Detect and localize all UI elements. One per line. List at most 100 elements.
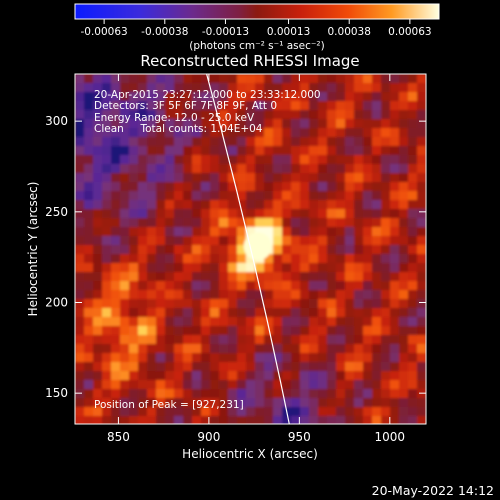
peak-position-label: Position of Peak = [927,231] [94,399,244,411]
heatmap-cell [363,191,373,201]
heatmap-cell [282,182,292,192]
heatmap-cell [372,299,382,309]
heatmap-cell [390,92,400,102]
heatmap-cell [291,110,301,120]
heatmap-cell [183,326,193,336]
heatmap-cell [354,83,364,93]
heatmap-cell [354,380,364,390]
heatmap-cell [408,335,418,345]
heatmap-cell [183,407,193,417]
heatmap-cell [417,209,426,219]
heatmap-cell [219,182,229,192]
heatmap-cell [273,380,283,390]
heatmap-cell [327,326,337,336]
heatmap-cell [264,407,274,417]
heatmap-cell [111,380,121,390]
colorbar-tick-label: 0.00038 [328,26,371,38]
heatmap-cell [345,272,355,282]
heatmap-cell [264,209,274,219]
heatmap-cell [147,119,157,129]
heatmap-cell [282,272,292,282]
heatmap-cell [300,128,310,138]
heatmap-cell [201,299,211,309]
heatmap-cell [372,155,382,165]
heatmap-cell [174,83,184,93]
heatmap-cell [273,335,283,345]
heatmap-cell [354,254,364,264]
heatmap-cell [75,164,85,174]
heatmap-cell [147,389,157,399]
heatmap-cell [336,416,346,424]
heatmap-cell [84,416,94,424]
heatmap-cell [120,290,130,300]
heatmap-cell [138,227,148,237]
heatmap-cell [120,173,130,183]
heatmap-cell [273,263,283,273]
heatmap-cell [282,326,292,336]
heatmap-cell [345,353,355,363]
heatmap-cell [165,218,175,228]
heatmap-cell [147,245,157,255]
heatmap-cell [84,200,94,210]
heatmap-cell [408,92,418,102]
heatmap-cell [120,308,130,318]
heatmap-cell [309,236,319,246]
heatmap-cell [228,209,238,219]
heatmap-cell [282,209,292,219]
heatmap-cell [282,317,292,327]
heatmap-cell [237,254,247,264]
heatmap-cell [417,74,426,84]
heatmap-cell [228,164,238,174]
heatmap-cell [93,236,103,246]
heatmap-cell [309,101,319,111]
heatmap-cell [372,173,382,183]
heatmap-cell [255,92,265,102]
heatmap-cell [111,371,121,381]
heatmap-cell [228,119,238,129]
heatmap-cell [237,119,247,129]
heatmap-cell [120,101,130,111]
heatmap-cell [93,146,103,156]
heatmap-cell [336,236,346,246]
heatmap-cell [390,191,400,201]
heatmap-cell [255,164,265,174]
heatmap-cell [336,182,346,192]
heatmap-cell [381,128,391,138]
heatmap-cell [93,119,103,129]
heatmap-cell [84,227,94,237]
heatmap-cell [228,200,238,210]
heatmap-cell [246,407,256,417]
heatmap-cell [282,344,292,354]
heatmap-cell [300,416,310,424]
heatmap-cell [381,191,391,201]
heatmap-cell [129,137,139,147]
heatmap-cell [210,110,220,120]
heatmap-cell [183,200,193,210]
heatmap-cell [264,218,274,228]
heatmap-cell [246,119,256,129]
heatmap-cell [192,173,202,183]
heatmap-cell [372,119,382,129]
heatmap-cell [129,281,139,291]
heatmap-cell [129,83,139,93]
heatmap-cell [102,254,112,264]
heatmap-cell [93,281,103,291]
heatmap-cell [93,254,103,264]
heatmap-cell [327,164,337,174]
heatmap-cell [318,371,328,381]
heatmap-cell [228,245,238,255]
heatmap-cell [408,263,418,273]
heatmap-cell [228,74,238,84]
heatmap-cell [372,326,382,336]
heatmap-cell [264,362,274,372]
heatmap-cell [156,344,166,354]
heatmap-cell [300,137,310,147]
heatmap-cell [93,407,103,417]
heatmap-cell [111,407,121,417]
heatmap-cell [318,191,328,201]
heatmap-cell [363,317,373,327]
heatmap-cell [399,227,409,237]
heatmap-cell [291,380,301,390]
heatmap-cell [417,119,426,129]
heatmap-cell [273,191,283,201]
